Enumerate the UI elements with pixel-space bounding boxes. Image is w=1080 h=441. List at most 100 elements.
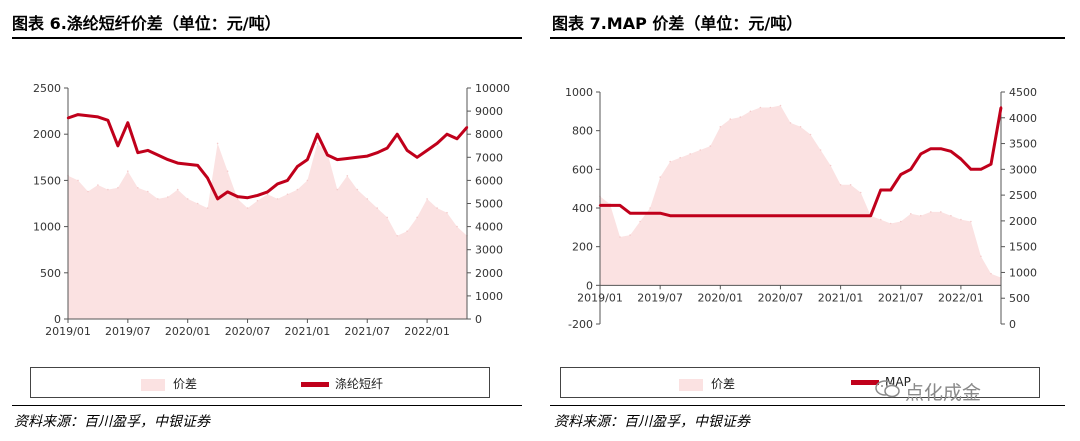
right-line-point bbox=[659, 212, 662, 215]
left-line-point bbox=[66, 116, 70, 120]
right-line-point bbox=[859, 214, 862, 217]
right-area-point bbox=[900, 220, 902, 223]
right-area-point bbox=[699, 149, 702, 151]
left-area-point bbox=[376, 207, 379, 209]
left-left-tick-label: 500 bbox=[40, 267, 61, 280]
right-area-point bbox=[739, 116, 742, 118]
right-line-point bbox=[759, 214, 762, 217]
right-right-tick-label: 4000 bbox=[1009, 112, 1037, 125]
right-line-point bbox=[999, 106, 1003, 109]
right-area-point bbox=[879, 218, 882, 221]
left-x-tick-label: 2020/07 bbox=[225, 325, 271, 338]
left-line-point bbox=[126, 121, 129, 124]
right-area-point bbox=[769, 106, 772, 109]
left-right-tick-label: 7000 bbox=[475, 151, 503, 164]
left-line-point bbox=[196, 164, 199, 167]
left-right-tick-label: 3000 bbox=[475, 244, 503, 257]
left-chart-title: 图表 6.涤纶短纤价差（单位：元/吨） bbox=[12, 14, 281, 33]
left-right-tick-label: 9000 bbox=[475, 105, 503, 118]
left-legend-area: 价差 bbox=[141, 375, 197, 392]
right-area-point bbox=[950, 214, 952, 217]
left-line-point bbox=[465, 126, 469, 129]
right-line-point bbox=[839, 214, 842, 217]
right-area-point bbox=[729, 118, 732, 120]
right-area-point bbox=[889, 222, 892, 225]
left-legend-line: 涤纶短纤 bbox=[301, 375, 383, 392]
right-line-point bbox=[799, 214, 802, 217]
right-line-point bbox=[989, 163, 993, 166]
left-line-point bbox=[116, 144, 120, 147]
right-line-point bbox=[709, 214, 712, 217]
left-area-point bbox=[186, 198, 189, 200]
right-area-series bbox=[600, 105, 1001, 286]
right-line-point bbox=[669, 214, 672, 217]
right-x-tick-label: 2019/01 bbox=[577, 291, 623, 304]
left-line-point bbox=[386, 146, 389, 150]
right-line-point bbox=[969, 168, 973, 171]
right-area-point bbox=[799, 126, 802, 128]
left-line-point bbox=[445, 133, 449, 136]
left-line-point bbox=[435, 142, 439, 145]
left-area-point bbox=[456, 225, 458, 228]
left-area-point bbox=[386, 216, 389, 219]
left-area-point bbox=[336, 188, 339, 191]
left-line-point bbox=[136, 151, 139, 154]
right-area-point bbox=[689, 153, 691, 155]
right-area-point bbox=[659, 176, 661, 178]
right-right-tick-label: 0 bbox=[1009, 318, 1016, 331]
right-line-point bbox=[779, 214, 782, 217]
left-x-tick-label: 2019/01 bbox=[45, 325, 91, 338]
right-footer-rule bbox=[550, 405, 1065, 406]
left-area-point bbox=[316, 142, 319, 145]
wechat-icon bbox=[875, 380, 900, 398]
left-line-point bbox=[226, 190, 229, 194]
left-line-point bbox=[296, 165, 299, 168]
left-area-point bbox=[416, 216, 418, 219]
right-line-point bbox=[749, 214, 752, 217]
right-line-point bbox=[949, 150, 953, 153]
right-line-point bbox=[689, 214, 692, 217]
left-left-tick-label: 2000 bbox=[33, 128, 61, 141]
left-area-point bbox=[107, 188, 109, 191]
left-area-point bbox=[167, 196, 169, 198]
left-line-point bbox=[316, 133, 319, 136]
left-line-point bbox=[425, 149, 429, 152]
right-area-point bbox=[719, 126, 722, 128]
right-right-tick-label: 3000 bbox=[1009, 163, 1037, 176]
left-left-tick-label: 1000 bbox=[33, 221, 61, 234]
right-line-point bbox=[628, 212, 632, 215]
right-left-tick-label: 600 bbox=[572, 163, 593, 176]
right-line-point bbox=[789, 214, 792, 217]
left-line-point bbox=[366, 154, 369, 158]
left-line-point bbox=[306, 158, 309, 161]
right-legend: 价差 MAP bbox=[560, 367, 1040, 398]
right-chart: -200 0 200 400 600 800 1000 0 500 1000 1500 2000 250… bbox=[565, 86, 1037, 331]
right-left-tick-label: 0 bbox=[586, 279, 593, 292]
right-line-point bbox=[819, 214, 822, 217]
right-right-tick-label: 2500 bbox=[1009, 189, 1037, 202]
legend-area-swatch bbox=[141, 378, 165, 391]
right-line-point bbox=[829, 214, 832, 217]
left-area-point bbox=[436, 207, 438, 209]
right-left-tick-label: 400 bbox=[572, 202, 593, 215]
left-left-tick-label: 2500 bbox=[33, 82, 61, 95]
left-x-tick-label: 2021/01 bbox=[285, 325, 331, 338]
right-line-point bbox=[929, 147, 932, 150]
right-area-point bbox=[990, 272, 992, 275]
left-title-rule bbox=[12, 37, 522, 39]
right-line-point bbox=[979, 168, 983, 171]
right-area-point bbox=[789, 122, 792, 124]
right-area-point bbox=[839, 184, 842, 186]
right-right-tick-label: 1000 bbox=[1009, 266, 1037, 279]
right-left-tick-label: -200 bbox=[568, 318, 593, 331]
right-chart-title: 图表 7.MAP 价差（单位：元/吨） bbox=[552, 14, 803, 33]
left-area-point bbox=[117, 187, 119, 189]
left-line-point bbox=[246, 196, 249, 199]
left-area-point bbox=[346, 175, 349, 177]
right-line-point bbox=[598, 204, 602, 207]
left-line-point bbox=[356, 156, 359, 159]
right-left-tick-label: 200 bbox=[572, 241, 593, 254]
left-line-point bbox=[106, 119, 110, 122]
left-area-series bbox=[68, 143, 467, 319]
left-area-point bbox=[426, 198, 428, 200]
